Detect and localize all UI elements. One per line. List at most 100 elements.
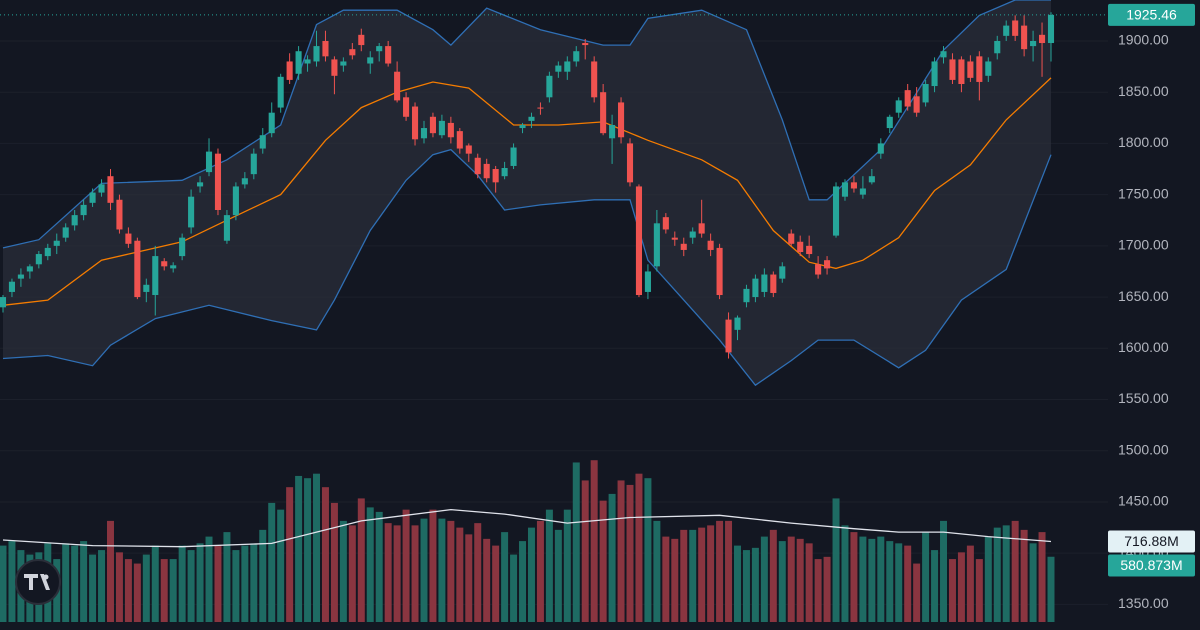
candle-body [295,51,302,74]
volume-bar [501,532,509,622]
candle-body [528,116,535,121]
volume-bar [304,478,312,622]
volume-bar [769,529,777,622]
logo-circle [15,559,61,605]
candle-body [734,317,741,330]
y-tick-label: 1500.00 [1118,441,1169,457]
volume-bar [348,525,356,622]
candle-body [197,182,204,187]
candle-body [815,264,822,275]
candle-body [161,261,168,267]
volume-bar [859,536,867,622]
volume-bar [671,538,679,622]
volume-bar [241,545,249,622]
volume-bar [456,527,464,622]
volume-bar [286,487,294,622]
candle-body [752,278,759,298]
volume-bar [106,520,114,622]
candle-body [179,237,186,257]
candle-body [250,153,257,175]
volume-ma-label: 716.88M [1124,533,1178,549]
logo [15,559,61,605]
volume-bar [339,520,347,622]
volume-bar [393,525,401,622]
candle-body [214,153,222,210]
candle-body [349,49,356,56]
volume-bar [832,498,840,622]
y-tick-label: 1750.00 [1118,185,1169,201]
volume-bar [868,538,876,622]
volume-bar [1002,525,1010,622]
volume-bar [492,545,500,622]
candle-body [779,266,786,279]
y-tick-label: 1850.00 [1118,83,1169,99]
volume-bar [617,480,625,622]
volume-bar [680,529,688,622]
volume-bar [250,543,258,622]
last-price-label-box [1108,3,1195,26]
candle-body [125,233,132,244]
candle-body [385,46,392,64]
candle-body [725,319,732,353]
candle-body [940,51,947,58]
volume-bar [554,529,562,622]
volume-bar [411,525,419,622]
candle-body [707,240,714,250]
volume-bar [877,536,885,622]
candle-body [600,92,607,134]
candle-body [44,247,51,257]
volume-bar [0,545,7,622]
volume-bar [1038,532,1046,622]
candle-body [680,243,687,250]
volume-last-label-box [1108,554,1195,577]
volume-bar [725,520,733,622]
band-upper [2,0,1051,249]
y-tick-label: 1550.00 [1118,390,1169,406]
candle-body [895,100,902,113]
volume-bar [814,559,822,622]
candle-body [313,46,320,62]
volume [0,460,1055,622]
candles [0,12,1055,359]
volume-bar [447,520,455,622]
candle-body [1038,34,1046,44]
axis-background [1108,0,1200,630]
candle-body [107,176,114,203]
candle-body [985,61,992,76]
volume-bar [904,545,912,622]
candle-body [537,107,544,109]
candle-body [967,61,974,78]
volume-bar [465,534,473,622]
candle-body [591,61,598,98]
volume-bar [420,518,428,622]
candle-body [582,43,589,46]
volume-bar [975,559,983,622]
volume-bar [8,541,16,622]
volume-bar [232,550,240,622]
volume-bar [1011,520,1019,622]
candle-body [358,34,365,46]
volume-bar [124,559,132,622]
candle-body [832,186,840,236]
volume-bar [922,532,930,622]
y-tick-label: 1900.00 [1118,32,1169,48]
candle-body [438,120,445,136]
volume-bar [178,545,186,622]
volume-bar [133,563,141,622]
volume-bar [474,523,482,622]
volume-bar [966,545,974,622]
candle-body [331,59,338,76]
volume-bar [89,554,97,622]
volume-bar [662,536,670,622]
candle-body [653,223,660,267]
candle-body [824,260,831,269]
volume-bar [259,529,267,622]
candle-body [26,266,33,272]
candle-body [456,131,463,149]
candle-body [492,169,499,183]
candle-body [465,145,472,154]
volume-bar [98,550,106,622]
volume-bar [160,559,168,622]
candle-body [71,215,78,226]
volume-bar [635,473,643,622]
